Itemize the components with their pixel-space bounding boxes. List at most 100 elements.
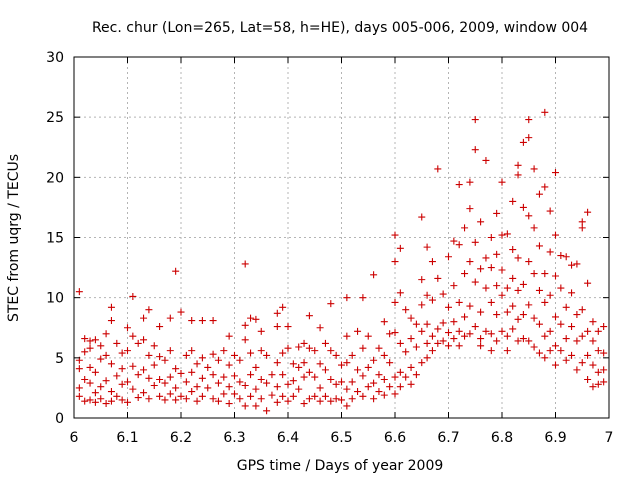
data-point [428, 258, 436, 266]
data-point [75, 288, 83, 296]
x-axis-label: GPS time / Days of year 2009 [237, 458, 444, 474]
data-point [284, 397, 292, 405]
data-point [263, 351, 271, 359]
data-point [220, 373, 228, 381]
data-point [380, 318, 388, 326]
data-point [279, 303, 287, 311]
data-point [471, 323, 479, 331]
data-point [145, 374, 153, 382]
data-point [86, 337, 94, 345]
data-point [370, 271, 378, 279]
data-point [75, 392, 83, 400]
data-point [166, 347, 174, 355]
data-point [316, 397, 324, 405]
data-point [177, 392, 185, 400]
data-point [396, 339, 404, 347]
data-point [118, 380, 126, 388]
data-point [455, 298, 463, 306]
data-point [348, 378, 356, 386]
data-point [412, 320, 420, 328]
data-point [519, 280, 527, 288]
data-point [461, 270, 469, 278]
data-point [423, 354, 431, 362]
data-point [209, 317, 217, 325]
data-point [327, 300, 335, 308]
data-point [145, 395, 153, 403]
data-point [172, 384, 180, 392]
data-point [311, 392, 319, 400]
data-point [156, 323, 164, 331]
data-point [166, 373, 174, 381]
data-point [498, 291, 506, 299]
data-point [359, 294, 367, 302]
data-point [487, 330, 495, 338]
data-point [466, 178, 474, 186]
data-point [530, 314, 538, 322]
data-point [81, 375, 89, 383]
data-point [445, 342, 452, 350]
data-point [423, 243, 431, 251]
data-point [562, 335, 570, 343]
data-point [193, 360, 201, 368]
data-point [423, 291, 431, 299]
data-point [102, 400, 110, 408]
data-point [97, 383, 105, 391]
data-point [166, 390, 174, 398]
data-point [568, 289, 576, 297]
data-point [321, 392, 329, 400]
data-point [343, 385, 351, 393]
data-point [578, 306, 586, 314]
data-point [418, 359, 426, 367]
data-point [391, 298, 399, 306]
data-point [546, 347, 554, 355]
data-point [140, 336, 148, 344]
data-point [493, 250, 501, 258]
data-point [541, 332, 549, 340]
data-point [161, 396, 169, 404]
data-point [396, 289, 404, 297]
data-point [525, 134, 533, 142]
data-point [284, 380, 292, 388]
data-point [279, 349, 287, 357]
data-point [578, 359, 586, 367]
data-point [428, 347, 436, 355]
data-point [354, 388, 362, 396]
data-point [525, 116, 533, 124]
data-point [450, 237, 458, 245]
chart-title: Rec. chur (Lon=265, Lat=58, h=HE), days … [92, 20, 588, 36]
y-tick-label: 0 [55, 411, 64, 427]
data-point [396, 244, 404, 252]
data-point [161, 379, 169, 387]
data-point [498, 231, 506, 239]
data-point [241, 382, 249, 390]
data-point [530, 165, 538, 173]
data-point [386, 359, 394, 367]
data-point [198, 317, 206, 325]
data-point [172, 267, 180, 275]
data-point [231, 390, 238, 398]
data-point [584, 375, 592, 383]
data-point [434, 325, 442, 333]
data-point [97, 342, 105, 350]
data-point [466, 330, 474, 338]
data-point [214, 379, 222, 387]
data-point [145, 306, 153, 314]
data-point [541, 354, 549, 362]
data-point [568, 351, 576, 359]
data-point [407, 363, 415, 371]
data-point [343, 402, 351, 410]
data-point [102, 330, 110, 338]
data-point [107, 397, 115, 405]
data-point [428, 332, 436, 340]
data-point [257, 327, 265, 335]
data-point [503, 332, 511, 340]
data-point [466, 258, 474, 266]
data-point [284, 323, 292, 331]
data-point [257, 375, 265, 383]
data-point [129, 385, 137, 393]
data-point [354, 327, 362, 335]
data-point [535, 242, 543, 250]
data-point [482, 327, 490, 335]
data-point [503, 308, 511, 316]
data-point [391, 390, 399, 398]
